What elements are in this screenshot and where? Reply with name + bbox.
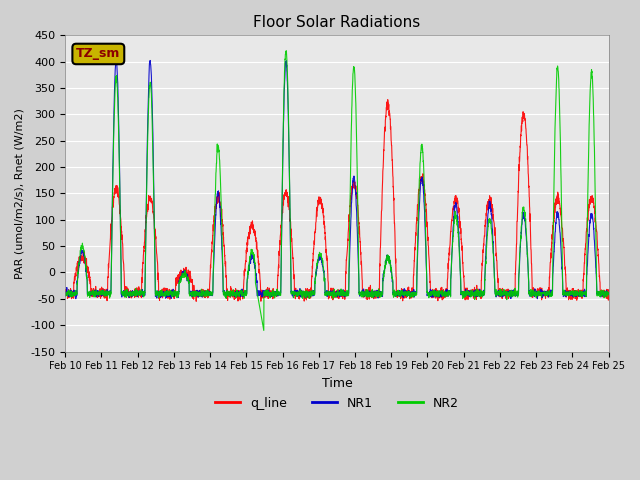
Y-axis label: PAR (umol/m2/s), Rnet (W/m2): PAR (umol/m2/s), Rnet (W/m2) xyxy=(15,108,25,279)
Text: TZ_sm: TZ_sm xyxy=(76,48,120,60)
Title: Floor Solar Radiations: Floor Solar Radiations xyxy=(253,15,420,30)
Legend: q_line, NR1, NR2: q_line, NR1, NR2 xyxy=(210,392,464,415)
X-axis label: Time: Time xyxy=(321,377,352,390)
